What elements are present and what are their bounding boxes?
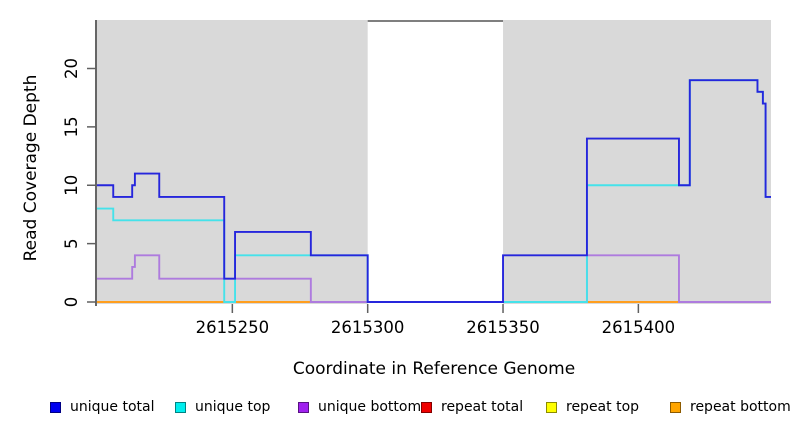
series-line-unique-total [97,79,771,303]
y-tick-label: 20 [62,58,81,79]
y-axis-title: Read Coverage Depth [21,74,41,262]
y-tick-label: 0 [62,297,81,308]
x-tick-label: 2615300 [331,318,405,337]
gap-region [367,20,504,304]
y-tick-label: 10 [62,175,81,196]
x-tick-label: 2615350 [466,318,540,337]
y-tick-label: 15 [62,116,81,137]
x-tick-label: 2615400 [602,318,676,337]
x-tick-label: 2615250 [196,318,270,337]
y-tick-label: 5 [62,238,81,249]
x-axis-title: Coordinate in Reference Genome [292,359,576,379]
